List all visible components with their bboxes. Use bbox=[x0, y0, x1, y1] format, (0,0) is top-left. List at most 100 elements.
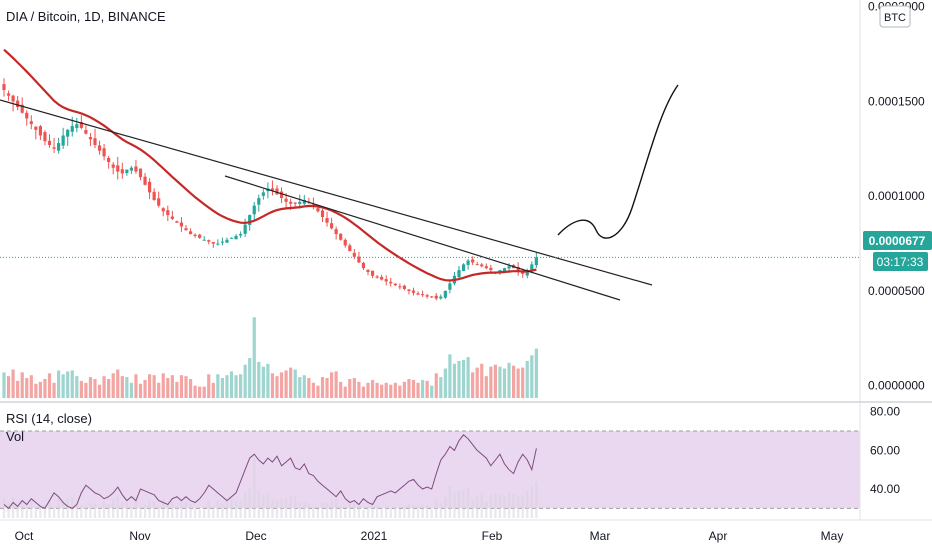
candle bbox=[188, 228, 193, 235]
trendline-upper[interactable] bbox=[0, 99, 653, 286]
rsi-volume-bar bbox=[248, 488, 251, 518]
volume-bar bbox=[34, 383, 38, 398]
rsi-volume-bar bbox=[184, 501, 188, 518]
candle bbox=[148, 178, 152, 200]
volume-bar bbox=[493, 364, 497, 398]
candle-body bbox=[61, 135, 65, 146]
volume-bar bbox=[393, 382, 397, 398]
candle bbox=[270, 180, 275, 196]
rsi-volume-bar bbox=[535, 481, 538, 518]
candle-body bbox=[316, 208, 320, 212]
rsi-volume-bar bbox=[175, 506, 179, 518]
rsi-volume-bar bbox=[253, 458, 256, 518]
rsi-volume-bar bbox=[25, 503, 28, 518]
candle bbox=[366, 269, 370, 276]
volume-bar bbox=[88, 377, 93, 398]
candle-body bbox=[298, 201, 302, 204]
rsi-volume-bar bbox=[157, 506, 160, 518]
candle-body bbox=[389, 281, 393, 284]
rsi-volume-bar bbox=[152, 501, 156, 518]
rsi-volume-bar bbox=[257, 491, 260, 518]
rsi-volume-bar bbox=[262, 494, 265, 518]
candle-body bbox=[97, 145, 102, 151]
candle-body bbox=[302, 199, 306, 204]
candle-body bbox=[175, 221, 179, 223]
rsi-volume-bar bbox=[526, 490, 529, 518]
candle-body bbox=[489, 267, 493, 271]
volume-bar bbox=[330, 372, 334, 398]
rsi-volume-bar bbox=[148, 500, 151, 518]
rsi-axis[interactable]: 80.00 60.00 40.00 bbox=[870, 405, 900, 496]
projection-curve[interactable] bbox=[557, 84, 679, 239]
candle-body bbox=[148, 181, 152, 193]
candle-body bbox=[502, 268, 507, 272]
rsi-volume-bar bbox=[507, 492, 511, 518]
candle bbox=[25, 110, 29, 126]
candle bbox=[129, 165, 133, 174]
volume-bar bbox=[507, 362, 511, 398]
volume-bar bbox=[525, 360, 529, 398]
volume-bar bbox=[457, 360, 461, 398]
volume-bar bbox=[489, 366, 493, 398]
volume-bar bbox=[129, 382, 133, 398]
candle-body bbox=[120, 169, 124, 174]
candle-body bbox=[243, 224, 247, 234]
rsi-volume-bar bbox=[212, 506, 215, 518]
volume-bar bbox=[266, 363, 270, 398]
candle bbox=[457, 265, 461, 279]
volume-bar bbox=[116, 369, 120, 398]
candle-body bbox=[430, 296, 434, 298]
candle-body bbox=[325, 217, 329, 223]
candle-body bbox=[75, 124, 79, 129]
candle bbox=[107, 155, 111, 169]
candle-body bbox=[38, 126, 42, 136]
candle-body bbox=[320, 210, 325, 218]
candle-body bbox=[188, 231, 193, 235]
rsi-volume-bar bbox=[102, 501, 106, 518]
rsi-volume-bar bbox=[412, 504, 415, 518]
candle bbox=[79, 115, 83, 130]
countdown-badge bbox=[873, 252, 928, 271]
candle bbox=[111, 162, 115, 175]
rsi-volume-bar bbox=[430, 508, 433, 518]
candle bbox=[293, 202, 297, 207]
rsi-volume-bar bbox=[357, 506, 361, 518]
volume-bar bbox=[521, 367, 525, 398]
time-axis[interactable]: Oct Nov Dec 2021 Feb Mar Apr May bbox=[15, 529, 844, 543]
volume-bar bbox=[143, 379, 147, 398]
volume-bar bbox=[202, 386, 206, 398]
time-tick-label: Mar bbox=[590, 529, 611, 543]
candle-body bbox=[425, 295, 429, 297]
rsi-volume-bar bbox=[225, 501, 229, 518]
candle-body bbox=[257, 198, 261, 205]
candle bbox=[34, 126, 38, 140]
candle bbox=[52, 137, 56, 153]
volume-bar bbox=[243, 364, 247, 398]
rsi-volume-bar bbox=[407, 504, 411, 518]
volume-bar bbox=[25, 378, 29, 398]
candle-body bbox=[411, 290, 416, 293]
candle bbox=[211, 241, 215, 248]
currency-button-label[interactable]: BTC bbox=[884, 12, 906, 24]
candle bbox=[157, 191, 161, 208]
candle-body bbox=[216, 243, 220, 245]
time-tick-label: Oct bbox=[15, 529, 34, 543]
candle-body bbox=[484, 266, 488, 269]
volume-bar bbox=[398, 385, 402, 398]
candle-body bbox=[357, 256, 361, 263]
volume-bar bbox=[293, 369, 297, 398]
rsi-tick-label: 60.00 bbox=[870, 443, 900, 457]
candle-body bbox=[88, 137, 93, 140]
candle-body bbox=[202, 239, 206, 241]
price-tick-label: 0.0000500 bbox=[868, 284, 925, 298]
currency-button[interactable] bbox=[879, 5, 911, 28]
volume-bar bbox=[366, 382, 370, 398]
volume-bar bbox=[466, 357, 470, 398]
volume-bar bbox=[348, 379, 352, 398]
candle bbox=[430, 295, 434, 298]
candle-body bbox=[170, 216, 174, 219]
trendline-lower[interactable] bbox=[224, 175, 621, 301]
volume-bar bbox=[193, 385, 197, 398]
volume-bar bbox=[134, 374, 138, 398]
